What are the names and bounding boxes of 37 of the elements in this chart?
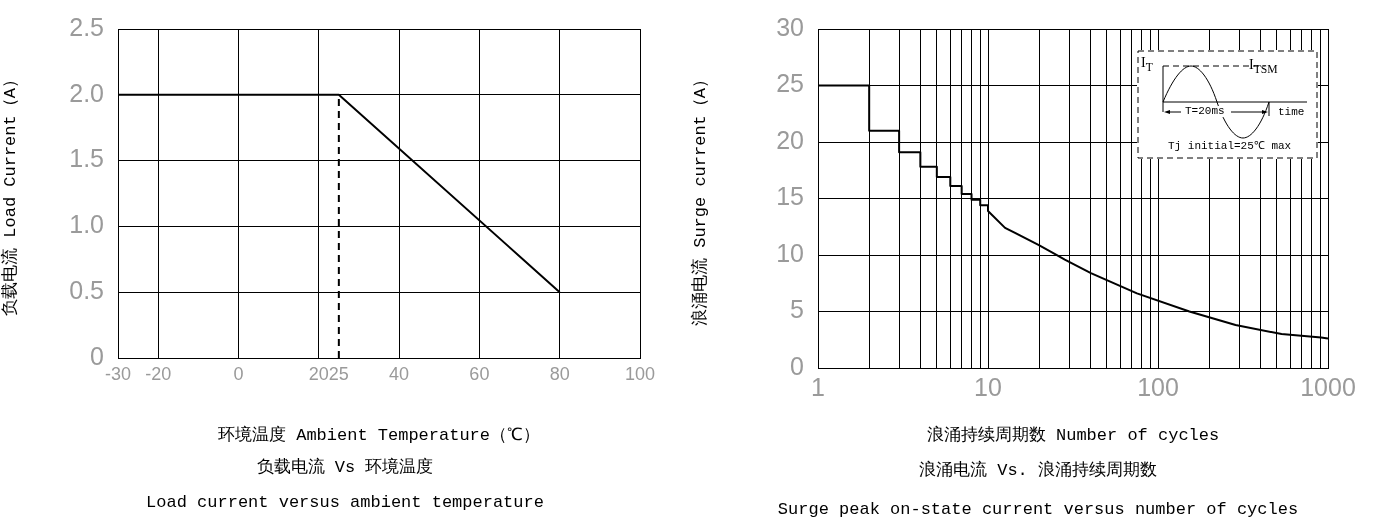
y-tick-label: 5 [790,295,804,324]
x-tick-label: 25 [328,363,349,384]
x-tick-label: 80 [549,363,570,384]
annotation: T=20ms [1185,105,1225,117]
annotation: I$_{TSM}$ [1249,57,1278,76]
x-tick-label: 100 [624,363,656,384]
y-tick-label: 30 [776,12,804,41]
y-tick-label: 10 [776,238,804,267]
text: 负载电流 Vs 环境温度 [255,456,435,478]
text: 浪涌电流 Vs. 浪涌持续周期数 [918,459,1158,481]
y-tick-label: 20 [776,125,804,154]
text: Surge peak on-state current versus number of cycles [776,500,1300,519]
y-axis-title: 浪涌电流 Surge current（A） [689,70,710,327]
x-tick-label: 0 [233,363,244,384]
x-tick-label: 10 [974,372,1002,401]
x-tick-label: 40 [389,363,410,384]
annotation: Tj initial=25℃ max [1168,140,1292,152]
x-tick-label: 1 [811,372,825,401]
y-tick-label: 25 [776,69,804,98]
x-tick-label: 20 [308,363,329,384]
x-axis-title: 浪涌持续周期数 Number of cycles [926,425,1220,446]
x-tick-label: 100 [1137,372,1179,401]
y-tick-label: 1.5 [69,144,104,173]
y-tick-label: 15 [776,182,804,211]
x-tick-label: 1000 [1300,372,1356,401]
y-tick-label: 0.5 [69,276,104,305]
annotation: I$_{T}$ [1141,55,1153,74]
x-tick-label: 60 [469,363,490,384]
y-axis-title: 负载电流 Load Current（A） [0,71,20,316]
x-axis-title: 环境温度 Ambient Temperature（℃） [217,425,541,446]
x-tick-label: -20 [145,363,172,384]
x-tick-label: -30 [104,363,132,384]
y-tick-label: 2.0 [69,78,104,107]
y-tick-label: 1.0 [69,210,104,239]
annotation: time [1278,106,1305,118]
y-tick-label: 2.5 [69,12,104,41]
text: Load current versus ambient temperature [145,493,545,512]
